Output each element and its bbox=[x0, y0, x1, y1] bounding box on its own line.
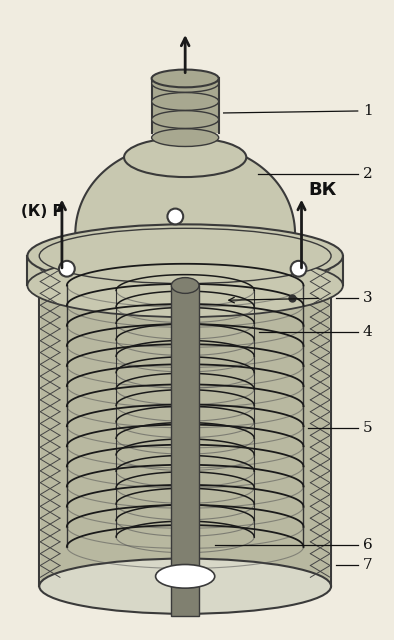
Polygon shape bbox=[28, 256, 343, 285]
Polygon shape bbox=[39, 271, 331, 586]
Text: 4: 4 bbox=[362, 325, 372, 339]
Text: (К) Р: (К) Р bbox=[20, 204, 63, 219]
Text: 6: 6 bbox=[362, 538, 372, 552]
Ellipse shape bbox=[152, 129, 219, 147]
Text: 2: 2 bbox=[362, 167, 372, 181]
Ellipse shape bbox=[39, 559, 331, 614]
Polygon shape bbox=[152, 79, 219, 132]
Ellipse shape bbox=[152, 74, 219, 92]
Ellipse shape bbox=[152, 93, 219, 110]
Ellipse shape bbox=[152, 70, 219, 87]
Text: 3: 3 bbox=[362, 291, 372, 305]
Circle shape bbox=[291, 261, 307, 276]
Ellipse shape bbox=[156, 564, 215, 588]
Text: 1: 1 bbox=[362, 104, 372, 118]
Circle shape bbox=[167, 209, 183, 225]
Polygon shape bbox=[75, 157, 295, 259]
Polygon shape bbox=[41, 271, 329, 586]
Ellipse shape bbox=[28, 254, 343, 317]
Ellipse shape bbox=[39, 228, 331, 284]
Polygon shape bbox=[171, 285, 199, 616]
Text: 7: 7 bbox=[362, 557, 372, 572]
Ellipse shape bbox=[124, 138, 246, 177]
Ellipse shape bbox=[28, 225, 343, 287]
Ellipse shape bbox=[152, 111, 219, 129]
Ellipse shape bbox=[171, 278, 199, 293]
Circle shape bbox=[59, 261, 75, 276]
Text: 5: 5 bbox=[362, 422, 372, 435]
Ellipse shape bbox=[39, 243, 331, 298]
Text: ВК: ВК bbox=[309, 181, 336, 199]
